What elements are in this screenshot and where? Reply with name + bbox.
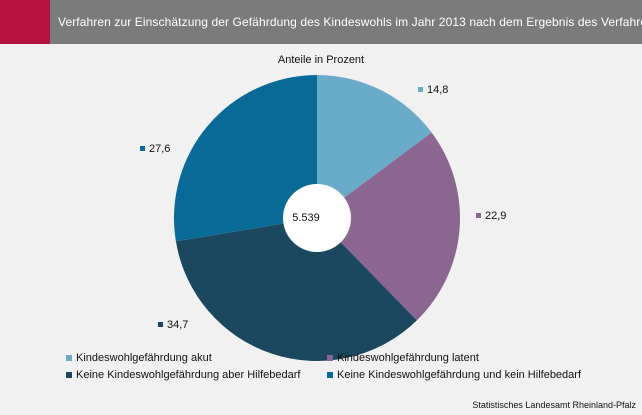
legend-swatch [66,372,72,378]
pie-slices [173,75,460,362]
data-label: 22,9 [485,210,506,222]
pie-center-total: 5.539 [292,212,320,224]
legend-label: Keine Kindeswohlgefährdung und kein Hilf… [337,369,582,381]
legend-item: Keine Kindeswohlgefährdung aber Hilfebed… [66,369,300,381]
data-label-marker [476,213,481,218]
legend-label: Kindeswohlgefährdung latent [337,352,479,364]
legend-item: Kindeswohlgefährdung latent [327,352,479,364]
legend-label: Keine Kindeswohlgefährdung aber Hilfebed… [76,369,301,381]
pie-slice-keine-kindeswohlgef-hrdung-und-kein-hilfebedarf [173,75,317,242]
chart-title: Verfahren zur Einschätzung der Gefährdun… [58,15,642,29]
pie-center-hole [283,184,351,252]
header-bar: Verfahren zur Einschätzung der Gefährdun… [0,0,642,44]
chart-subtitle: Anteile in Prozent [278,54,364,66]
data-label-marker [158,322,163,327]
legend-swatch [66,355,72,361]
legend-swatch [327,372,333,378]
pie-slice-kindeswohlgef-hrdung-latent [317,132,460,321]
data-label-marker [418,87,423,92]
legend-label: Kindeswohlgefährdung akut [76,352,212,364]
pie-slice-kindeswohlgef-hrdung-akut [317,75,432,218]
data-label: 34,7 [167,319,188,331]
data-label: 14,8 [427,84,448,96]
source-note: Statistisches Landesamt Rheinland-Pfalz [472,400,636,410]
legend-item: Kindeswohlgefährdung akut [66,352,212,364]
legend-swatch [327,355,333,361]
data-labels: 14,8 22,9 34,7 27,6 [140,84,506,331]
header-accent [0,0,50,44]
data-label-marker [140,146,145,151]
legend-item: Keine Kindeswohlgefährdung und kein Hilf… [327,369,581,381]
pie-chart: Anteile in Prozent 5.539 14,8 22,9 34,7 27,… [140,54,506,362]
pie-slice-keine-kindeswohlgef-hrdung-aber-hilfebedarf [175,218,417,362]
data-label: 27,6 [149,143,170,155]
